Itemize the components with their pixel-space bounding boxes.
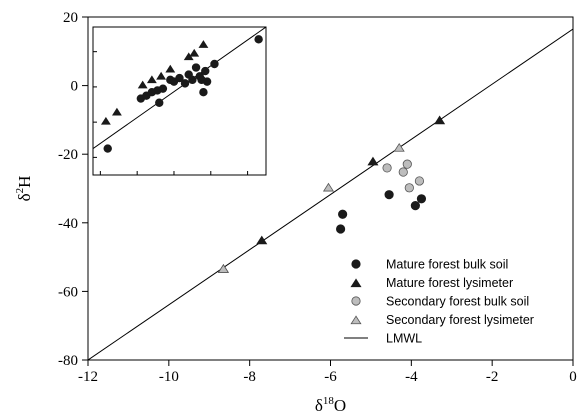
secondary-bulk-soil-point — [398, 167, 408, 177]
legend-marker-triangle — [350, 278, 362, 288]
legend-marker-triangle — [350, 315, 362, 325]
y-tick-label: -80 — [58, 353, 78, 369]
legend-label: Secondary forest lysimeter — [386, 313, 534, 327]
inset-bulk-soil-point — [188, 75, 197, 85]
inset-marks — [93, 27, 266, 153]
mature-bulk-soil-point — [338, 209, 348, 219]
inset-lmwl-line — [93, 27, 266, 149]
mature-bulk-soil-point — [416, 194, 427, 204]
x-tick-label: -8 — [243, 369, 256, 385]
y-tick-label: 20 — [63, 10, 78, 26]
inset-lysimeter-point — [165, 64, 176, 73]
x-tick-label: -2 — [486, 369, 499, 385]
x-tick-label: -10 — [159, 369, 179, 385]
inset-bulk-soil-point — [175, 73, 184, 83]
legend-marker-circle — [351, 296, 361, 306]
inset-bulk-soil-point — [103, 144, 112, 153]
inset-bulk-soil-point — [191, 63, 201, 72]
mature-lysimeter-point — [256, 235, 268, 245]
legend-label: Mature forest lysimeter — [386, 276, 513, 290]
x-axis-label-tail: O — [334, 396, 346, 415]
inset-bulk-soil-point — [155, 98, 164, 107]
y-axis-label-tail: H — [15, 176, 34, 188]
inset-lysimeter-point — [100, 116, 111, 125]
inset-bulk-soil-point — [158, 84, 168, 93]
y-tick-label: -20 — [58, 147, 78, 163]
inset-lysimeter-point — [189, 48, 200, 57]
secondary-bulk-soil-point — [414, 176, 425, 186]
inset-lysimeter-point — [198, 40, 209, 48]
inset-plot — [92, 26, 267, 176]
x-tick-label: 0 — [569, 369, 577, 385]
legend-marker-circle — [351, 259, 361, 269]
y-tick-label: 0 — [71, 79, 79, 95]
inset-bulk-soil-point — [210, 59, 219, 69]
legend: Mature forest bulk soil Mature forest lys… — [344, 258, 534, 346]
x-tick-label: -4 — [405, 369, 418, 385]
secondary-lysimeter-point — [217, 264, 229, 273]
y-axis-label-base: δ — [15, 193, 34, 201]
lmwl-line — [88, 28, 573, 360]
y-tick-label: -60 — [58, 284, 78, 300]
x-axis-label-base: δ — [315, 396, 323, 415]
mature-bulk-soil-point — [336, 224, 346, 234]
inset-bulk-soil-point — [201, 66, 210, 76]
x-tick-label: -6 — [324, 369, 337, 385]
secondary-lysimeter-point — [322, 182, 335, 192]
y-axis-label-superscript: 2 — [14, 188, 26, 194]
secondary-bulk-soil-point — [404, 183, 414, 193]
mature-bulk-soil-point — [384, 190, 394, 200]
secondary-lysimeter-point — [393, 142, 405, 152]
inset-lysimeter-point — [111, 107, 122, 116]
y-tick-label: -40 — [58, 216, 78, 232]
inset-bulk-soil-point — [199, 87, 208, 97]
y-axis-label: δ2H — [14, 176, 34, 202]
inset-lysimeter-point — [146, 75, 157, 84]
x-axis-label: δ18O — [315, 395, 346, 415]
mature-bulk-soil-point — [410, 201, 420, 211]
x-axis-label-superscript: 18 — [323, 395, 335, 407]
legend-label: LMWL — [386, 332, 422, 346]
main-marks — [88, 28, 573, 360]
inset-lysimeter-point — [137, 80, 148, 89]
secondary-bulk-soil-point — [402, 159, 412, 169]
mature-lysimeter-point — [367, 156, 379, 166]
x-tick-label: -12 — [78, 369, 98, 385]
inset-bulk-soil-point — [254, 35, 263, 44]
secondary-bulk-soil-point — [382, 163, 392, 173]
mature-lysimeter-point — [434, 115, 446, 125]
inset-frame — [92, 26, 267, 176]
legend-label: Mature forest bulk soil — [386, 258, 508, 272]
legend-label: Secondary forest bulk soil — [386, 295, 529, 309]
inset-lysimeter-point — [156, 71, 167, 80]
inset-bulk-soil-point — [180, 79, 190, 88]
inset-bulk-soil-point — [202, 77, 212, 86]
